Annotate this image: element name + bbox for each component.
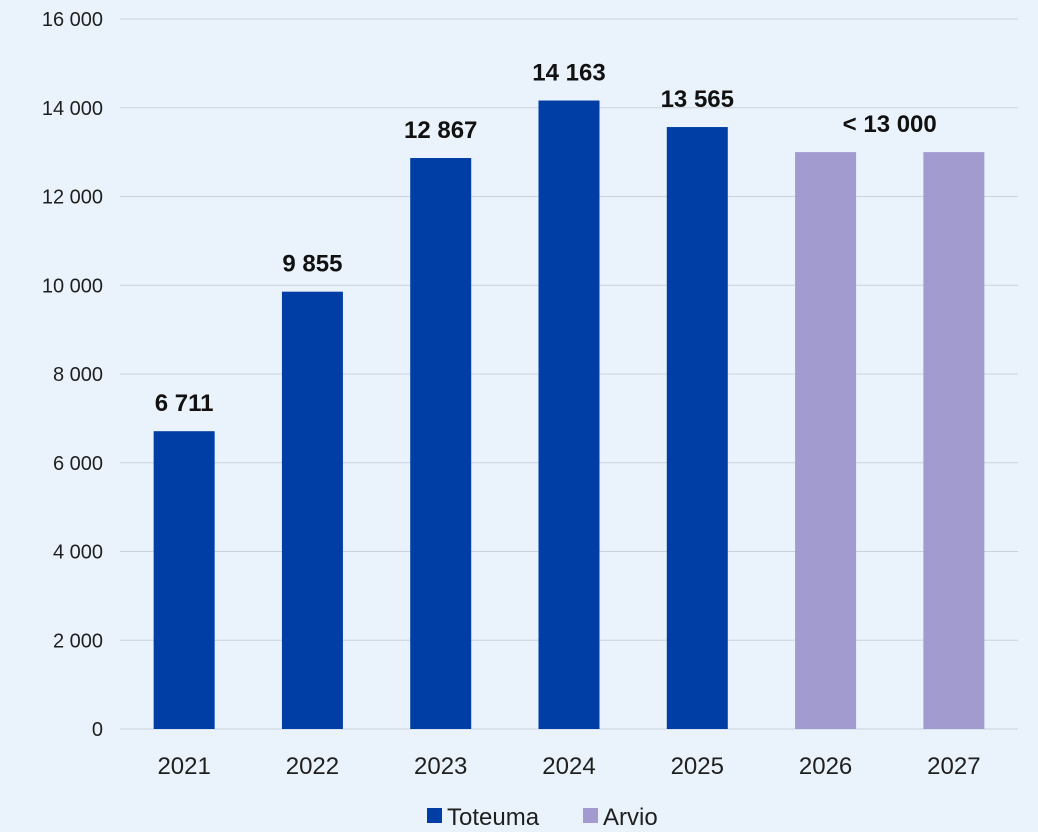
data-label: 14 163: [532, 60, 605, 87]
x-tick-label: 2023: [414, 753, 467, 780]
y-tick-label: 4 000: [53, 542, 103, 564]
legend-label: Arvio: [603, 804, 658, 831]
y-tick-label: 12 000: [42, 187, 103, 209]
legend: Toteuma Arvio: [427, 804, 658, 831]
y-tick-label: 0: [92, 719, 103, 741]
x-axis-ticks: 2021 2022 2023 2024 2025 2026 2027: [157, 753, 980, 780]
x-tick-label: 2022: [286, 753, 339, 780]
y-tick-label: 14 000: [42, 98, 103, 120]
data-label: < 13 000: [843, 111, 937, 138]
bar-2023: [410, 158, 472, 730]
y-tick-label: 10 000: [42, 275, 103, 297]
y-tick-label: 2 000: [53, 630, 103, 652]
x-tick-label: 2027: [927, 753, 980, 780]
legend-swatch: [583, 808, 598, 823]
bars: [153, 100, 985, 730]
x-tick-label: 2021: [157, 753, 210, 780]
data-label: 9 855: [282, 251, 342, 278]
y-axis-ticks: 0 2 000 4 000 6 000 8 000 10 000 12 000 14 000 1…: [42, 9, 103, 741]
data-label: 6 711: [155, 390, 214, 417]
y-tick-label: 16 000: [42, 9, 103, 31]
y-tick-label: 6 000: [53, 453, 103, 475]
legend-label: Toteuma: [447, 804, 540, 831]
data-label: 12 867: [404, 117, 477, 144]
y-tick-label: 8 000: [53, 364, 103, 386]
bar-2027: [923, 152, 985, 729]
bar-2022: [281, 291, 343, 729]
bar-2026: [795, 152, 857, 729]
data-label: 13 565: [661, 86, 734, 113]
bar-2021: [153, 431, 215, 729]
bar-2024: [538, 100, 600, 730]
data-labels: 6 711 9 855 12 867 14 163 13 565 < 13 000: [155, 60, 937, 418]
bar-2025: [666, 127, 728, 730]
x-tick-label: 2026: [799, 753, 852, 780]
x-tick-label: 2024: [542, 753, 595, 780]
x-tick-label: 2025: [671, 753, 724, 780]
legend-swatch: [427, 808, 442, 823]
